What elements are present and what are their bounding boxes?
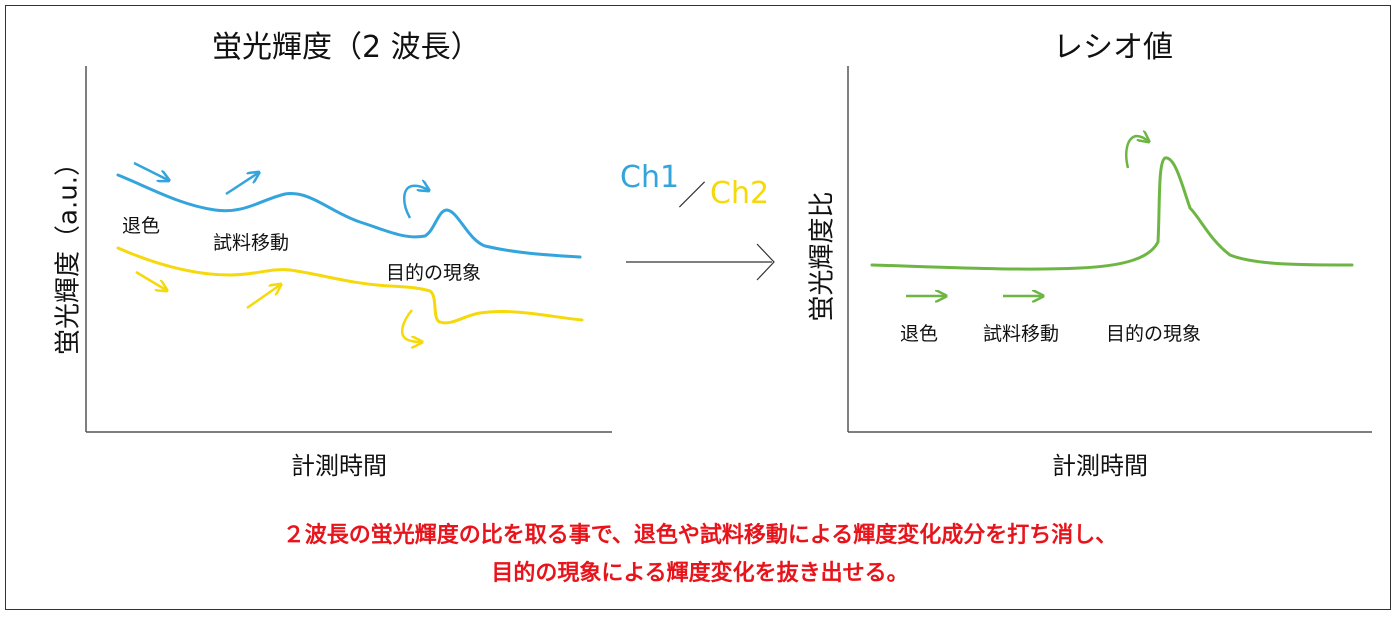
- ch2-phenomenon-arrow: [400, 309, 421, 342]
- ratio-denominator: Ch2: [710, 176, 770, 211]
- ch1-arrows: [133, 161, 428, 219]
- ch1-fading-arrow: [133, 161, 168, 180]
- ch2-arrows: [135, 270, 421, 342]
- left-panel-xlabel: 計測時間: [291, 452, 387, 480]
- ratio-curve: [870, 156, 1354, 271]
- left-panel-ylabel: 蛍光輝度（a.u.）: [53, 150, 84, 355]
- ch1-phenomenon-arrow: [403, 186, 428, 219]
- ch1-curve: [116, 173, 582, 259]
- caption-line-2: 目的の現象による輝度変化を抜き出せる。: [491, 561, 909, 586]
- right-panel-title: レシオ値: [1053, 30, 1173, 65]
- ratio-arrows: [906, 136, 1148, 296]
- left-label-fading: 退色: [122, 215, 161, 237]
- ratio-separator: ／: [678, 179, 707, 212]
- right-axes: [847, 66, 1372, 433]
- left-label-sample-movement: 試料移動: [213, 232, 290, 254]
- right-panel-xlabel: 計測時間: [1052, 452, 1148, 480]
- right-label-target-phenomenon: 目的の現象: [1106, 323, 1202, 345]
- right-label-sample-movement: 試料移動: [983, 323, 1060, 345]
- left-axes: [85, 66, 612, 433]
- ch2-movement-arrow: [246, 285, 280, 310]
- right-panel-ylabel: 蛍光輝度比: [807, 191, 838, 322]
- ratio-numerator: Ch1: [620, 160, 680, 195]
- caption-line-1: ２波長の蛍光輝度の比を取る事で、退色や試料移動による輝度変化成分を打ち消し、: [282, 523, 1118, 548]
- left-panel-title: 蛍光輝度（2 波長）: [212, 30, 481, 65]
- ch2-fading-arrow: [135, 270, 166, 290]
- left-label-target-phenomenon: 目的の現象: [386, 262, 482, 284]
- right-label-fading: 退色: [900, 323, 939, 345]
- ch1-movement-arrow: [225, 173, 258, 196]
- ch2-curve: [116, 246, 584, 325]
- ratio-phenomenon-arrow: [1125, 136, 1148, 169]
- ratio-arrow: [626, 243, 775, 281]
- figure-frame: [5, 5, 1391, 610]
